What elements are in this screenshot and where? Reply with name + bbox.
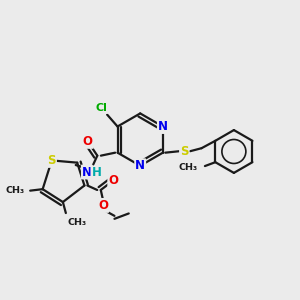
Text: S: S: [47, 154, 56, 167]
Text: Cl: Cl: [95, 103, 107, 113]
Text: O: O: [108, 174, 118, 187]
Text: N: N: [135, 159, 145, 172]
Text: O: O: [98, 199, 108, 212]
Text: O: O: [83, 135, 93, 148]
Text: CH₃: CH₃: [67, 218, 86, 226]
Text: S: S: [180, 145, 188, 158]
Text: CH₃: CH₃: [6, 186, 25, 195]
Text: H: H: [92, 167, 101, 179]
Text: N: N: [82, 166, 92, 178]
Text: N: N: [158, 120, 168, 133]
Text: CH₃: CH₃: [178, 163, 197, 172]
